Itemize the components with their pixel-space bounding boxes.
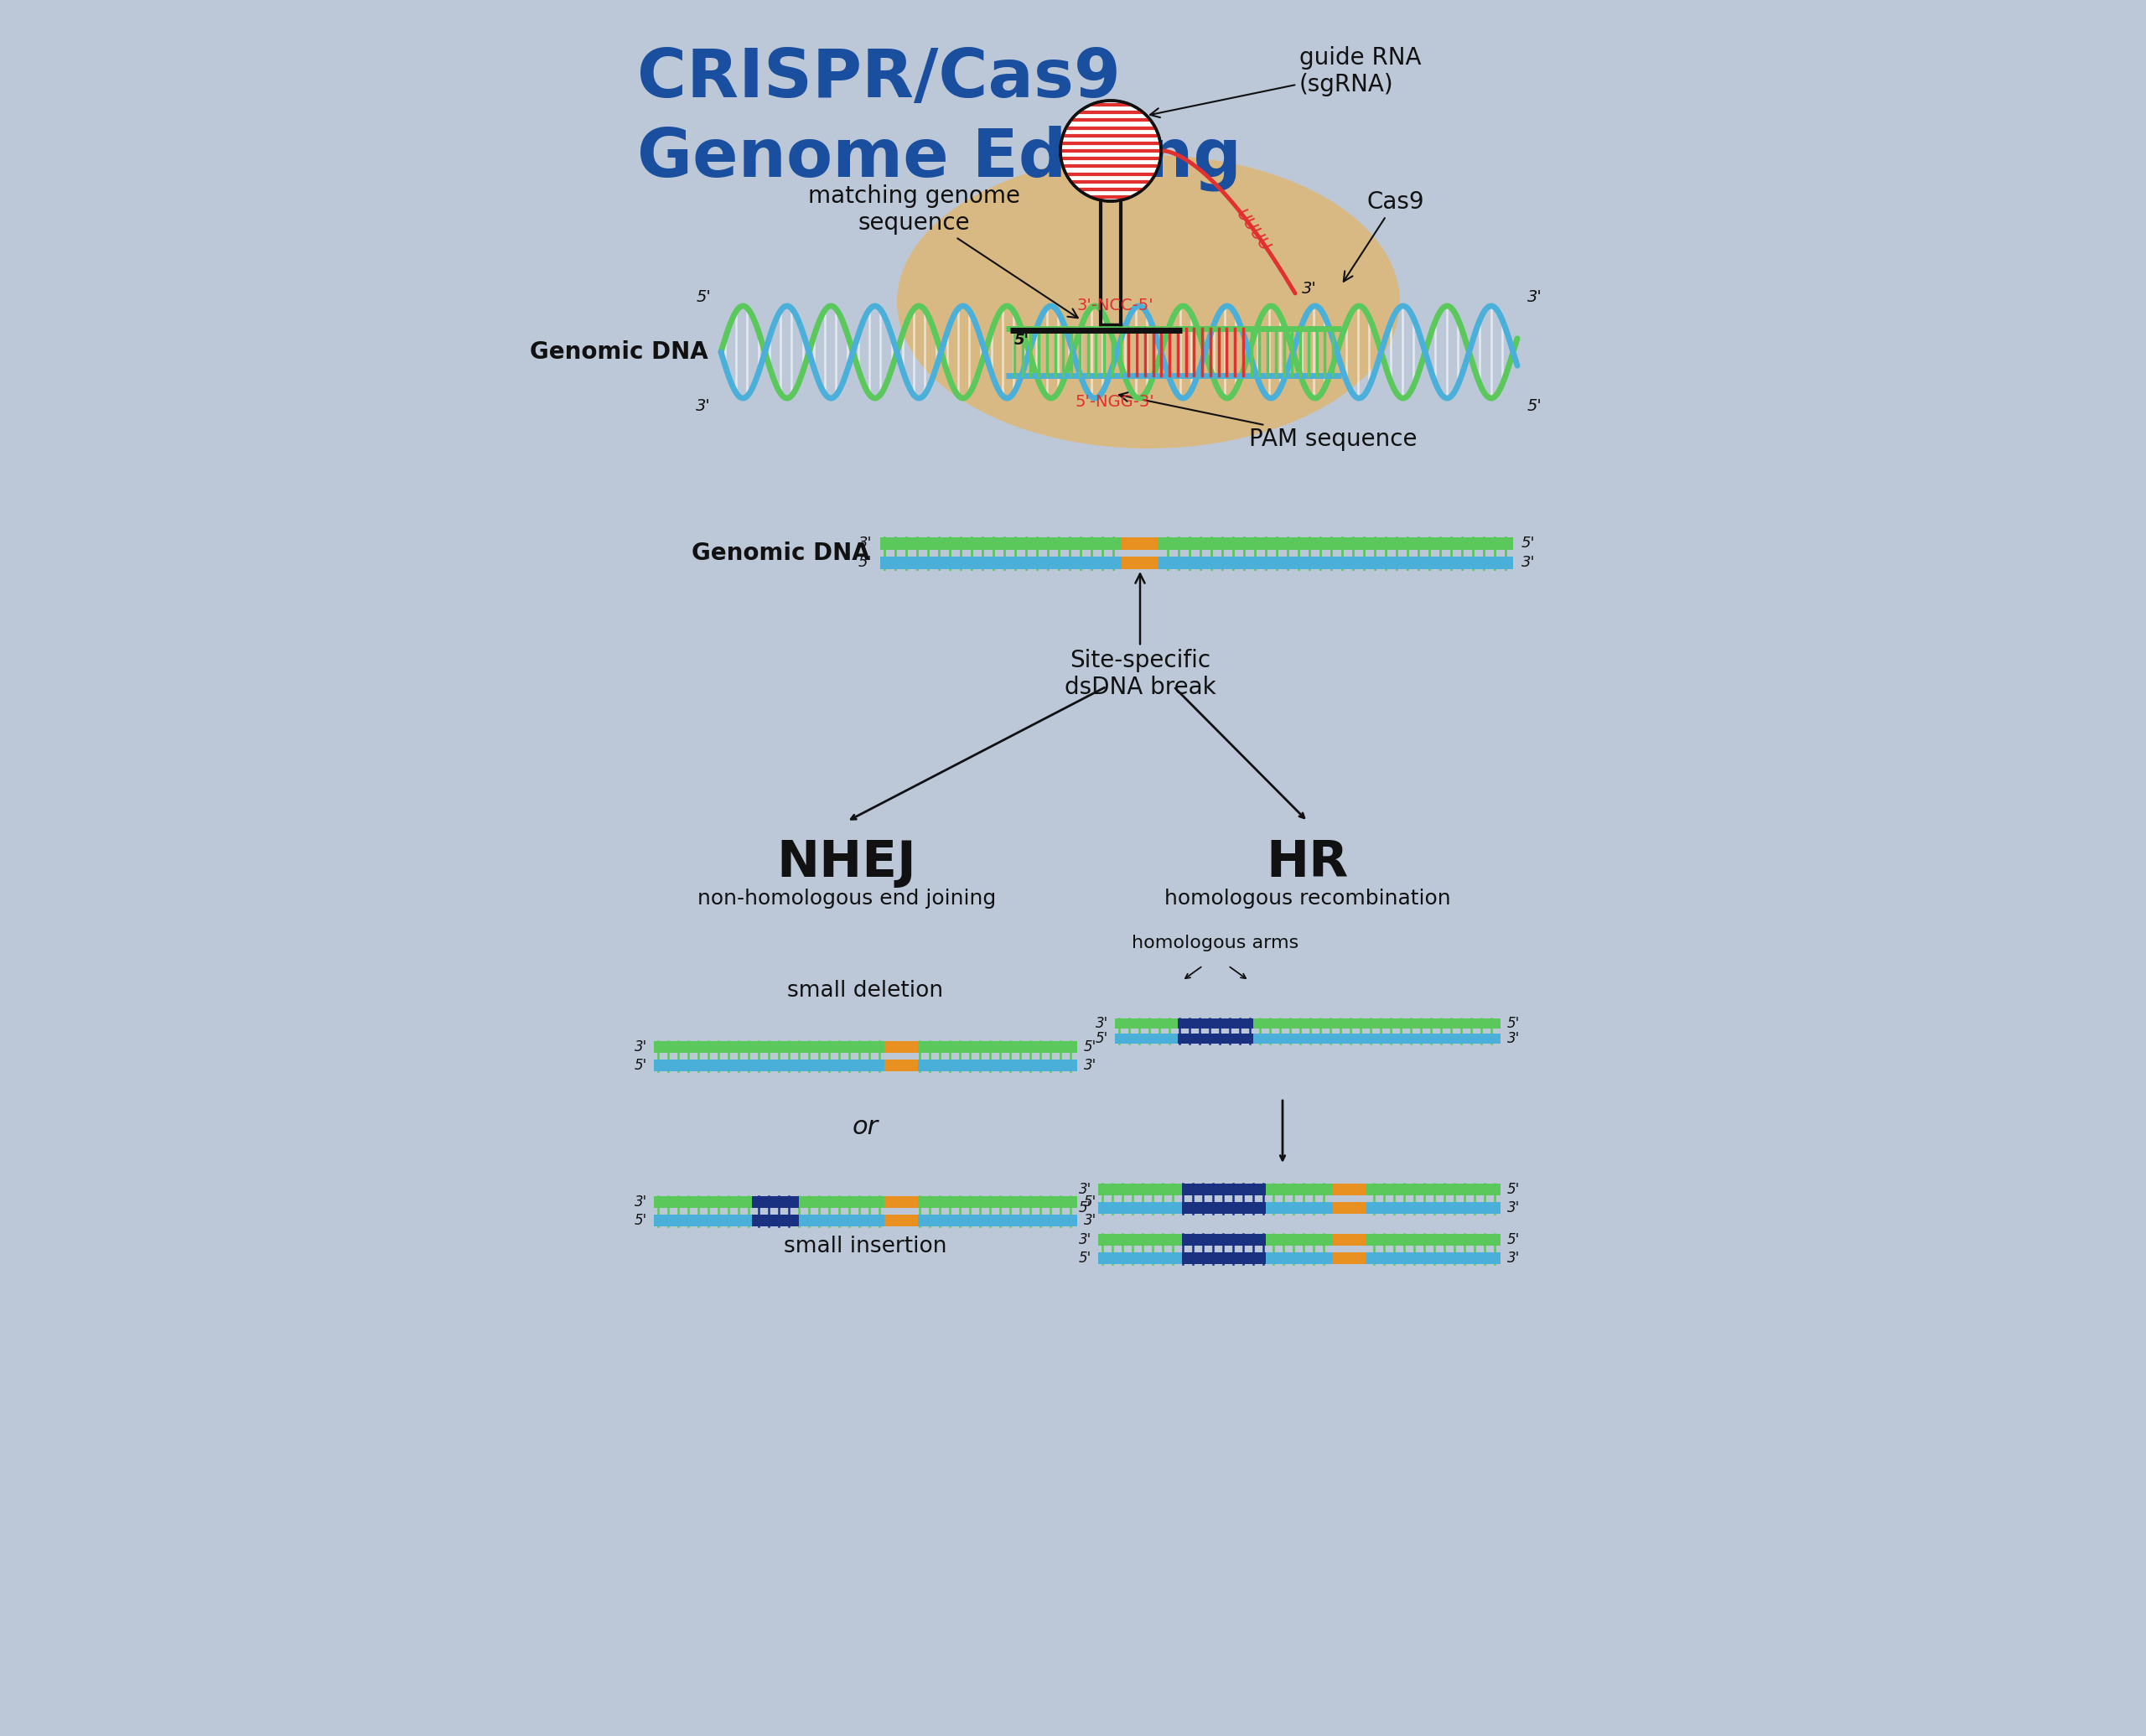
Bar bbox=[1367, 1252, 1500, 1264]
Bar bbox=[1099, 1234, 1333, 1246]
Text: 5': 5' bbox=[1015, 333, 1030, 347]
Text: PAM sequence: PAM sequence bbox=[1118, 392, 1416, 451]
Text: homologous arms: homologous arms bbox=[1131, 934, 1298, 951]
Text: 3': 3' bbox=[858, 536, 871, 550]
Bar bbox=[1116, 1019, 1500, 1028]
Text: CRISPR/Cas9: CRISPR/Cas9 bbox=[637, 47, 1120, 111]
Text: 3': 3' bbox=[1094, 1016, 1107, 1031]
Text: 5'-NGG-3': 5'-NGG-3' bbox=[1075, 394, 1155, 410]
Text: 5': 5' bbox=[1506, 1233, 1519, 1246]
Text: matching genome
sequence: matching genome sequence bbox=[807, 184, 1077, 318]
Ellipse shape bbox=[897, 155, 1399, 448]
Bar bbox=[1367, 1201, 1500, 1213]
Bar bbox=[1367, 1234, 1500, 1246]
Bar bbox=[655, 1196, 884, 1208]
Text: 3': 3' bbox=[1084, 1057, 1097, 1073]
Text: 3': 3' bbox=[635, 1040, 648, 1054]
Text: Cas9: Cas9 bbox=[1343, 191, 1425, 281]
Text: non-homologous end joining: non-homologous end joining bbox=[697, 889, 996, 908]
Bar bbox=[1159, 557, 1513, 569]
Bar bbox=[1367, 1184, 1500, 1196]
Text: 5': 5' bbox=[858, 556, 871, 569]
Bar bbox=[1178, 1019, 1253, 1028]
Text: 5': 5' bbox=[1522, 536, 1534, 550]
Bar bbox=[1122, 538, 1159, 550]
Text: 5': 5' bbox=[635, 1213, 648, 1227]
Text: 3': 3' bbox=[635, 1194, 648, 1210]
Text: 5': 5' bbox=[1084, 1194, 1097, 1210]
Text: HR: HR bbox=[1266, 838, 1350, 887]
Bar bbox=[1099, 1184, 1333, 1196]
Text: 3': 3' bbox=[1084, 1213, 1097, 1227]
Bar bbox=[1099, 1201, 1333, 1213]
Text: NHEJ: NHEJ bbox=[777, 838, 916, 887]
Circle shape bbox=[1060, 101, 1161, 201]
Text: 5': 5' bbox=[635, 1057, 648, 1073]
Bar bbox=[918, 1215, 1077, 1226]
Text: Genomic DNA: Genomic DNA bbox=[691, 542, 869, 564]
Bar bbox=[1182, 1234, 1266, 1246]
Text: 3': 3' bbox=[1528, 290, 1543, 306]
Bar bbox=[884, 1042, 918, 1052]
Bar bbox=[880, 538, 1122, 550]
Bar bbox=[1182, 1184, 1266, 1196]
Bar bbox=[751, 1196, 798, 1208]
Text: 3': 3' bbox=[1506, 1200, 1519, 1215]
Bar bbox=[1182, 1252, 1266, 1264]
Text: 5': 5' bbox=[1094, 1031, 1107, 1047]
Bar bbox=[884, 1059, 918, 1071]
Bar bbox=[1159, 538, 1513, 550]
Bar bbox=[655, 1059, 884, 1071]
Bar bbox=[655, 1215, 884, 1226]
Text: 3': 3' bbox=[1079, 1182, 1092, 1198]
Text: or: or bbox=[852, 1115, 878, 1139]
Text: 3'-NCC-5': 3'-NCC-5' bbox=[1077, 297, 1152, 314]
Text: homologous recombination: homologous recombination bbox=[1165, 889, 1451, 908]
Text: 5': 5' bbox=[1528, 399, 1543, 415]
Text: small insertion: small insertion bbox=[783, 1236, 946, 1257]
Bar bbox=[751, 1215, 798, 1226]
Bar bbox=[1182, 1201, 1266, 1213]
Bar bbox=[1122, 557, 1159, 569]
Bar bbox=[918, 1042, 1077, 1052]
Text: 3': 3' bbox=[1506, 1250, 1519, 1266]
Bar bbox=[918, 1196, 1077, 1208]
Text: Genome Editing: Genome Editing bbox=[637, 125, 1243, 191]
Text: 5': 5' bbox=[1506, 1182, 1519, 1198]
Text: guide RNA
(sgRNA): guide RNA (sgRNA) bbox=[1150, 47, 1421, 118]
Bar bbox=[1116, 1033, 1500, 1043]
Bar bbox=[1333, 1201, 1367, 1213]
Text: 5': 5' bbox=[695, 290, 710, 306]
Text: UUUU: UUUU bbox=[1234, 207, 1273, 255]
Bar bbox=[1333, 1252, 1367, 1264]
Bar bbox=[1178, 1033, 1253, 1043]
Text: 3': 3' bbox=[1303, 281, 1318, 297]
Text: 5': 5' bbox=[1079, 1200, 1092, 1215]
Text: 5': 5' bbox=[1084, 1040, 1097, 1054]
Bar bbox=[1333, 1234, 1367, 1246]
Text: 3': 3' bbox=[1079, 1233, 1092, 1246]
Bar bbox=[1333, 1184, 1367, 1196]
Text: 5': 5' bbox=[1506, 1016, 1519, 1031]
Text: Site-specific
dsDNA break: Site-specific dsDNA break bbox=[1064, 575, 1217, 700]
Text: 3': 3' bbox=[695, 399, 710, 415]
Text: 5': 5' bbox=[1079, 1250, 1092, 1266]
Text: 3': 3' bbox=[1522, 556, 1534, 569]
Bar bbox=[884, 1215, 918, 1226]
Bar bbox=[918, 1059, 1077, 1071]
Text: small deletion: small deletion bbox=[788, 979, 942, 1002]
Bar bbox=[880, 557, 1122, 569]
Text: 3': 3' bbox=[1506, 1031, 1519, 1047]
Text: Genomic DNA: Genomic DNA bbox=[530, 340, 708, 365]
Bar bbox=[884, 1196, 918, 1208]
Bar bbox=[655, 1042, 884, 1052]
Bar bbox=[1099, 1252, 1333, 1264]
